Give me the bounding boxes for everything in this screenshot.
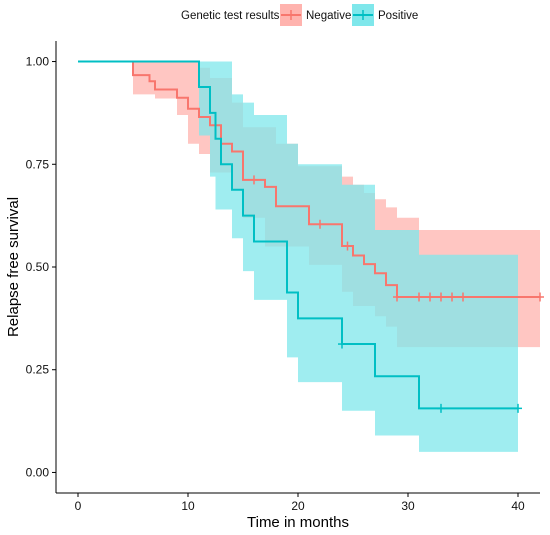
censor-mark-positive [437,403,445,413]
censor-mark-negative [536,292,544,302]
censor-mark-negative [250,175,258,185]
ci-band-positive [78,61,518,452]
x-tick-label: 40 [511,499,525,513]
y-tick-label: 0.75 [26,157,50,171]
survival-curve-negative [78,60,540,298]
x-tick-label: 20 [291,499,305,513]
x-tick-label: 30 [401,499,415,513]
y-axis-title: Relapse free survival [5,197,22,337]
survival-curve-positive [78,60,518,410]
legend: Genetic test results Negative Positive [181,4,418,26]
censor-mark-positive [338,339,346,349]
censor-mark-negative [343,241,352,251]
censor-mark-negative [393,292,401,302]
censor-mark-negative [437,292,445,302]
axes: 0 10 20 30 40 0.00 0.25 0.50 0.75 1.00 [26,41,540,513]
legend-label-negative: Negative [306,10,351,22]
censor-mark-negative [448,292,456,302]
x-axis-title: Time in months [247,514,349,531]
censor-mark-negative [459,292,467,302]
x-tick-label: 10 [181,499,195,513]
censor-mark-negative [426,292,434,302]
legend-label-positive: Positive [378,10,418,22]
censor-mark-negative [316,219,324,229]
plot-area [78,60,544,452]
legend-title: Genetic test results [181,10,280,22]
y-tick-label: 0.50 [26,260,50,274]
y-tick-label: 0.25 [26,363,50,377]
y-tick-label: 0.00 [26,465,50,479]
censor-mark-negative [415,292,423,302]
y-tick-label: 1.00 [26,55,50,69]
censor-mark-positive [514,403,522,413]
x-tick-label: 0 [75,499,82,513]
